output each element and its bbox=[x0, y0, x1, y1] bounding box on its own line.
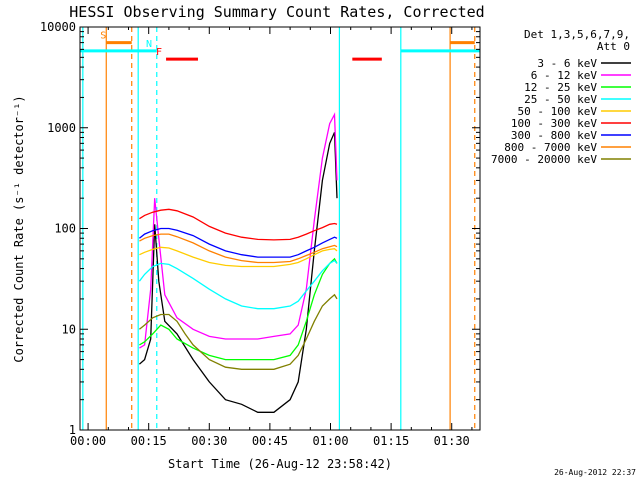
y-tick-label-0: 1 bbox=[69, 423, 76, 437]
x-tick-label-0: 00:00 bbox=[70, 434, 106, 448]
x-tick-label-2: 00:30 bbox=[191, 434, 227, 448]
legend-label-6: 300 - 800 keV bbox=[511, 129, 597, 142]
x-tick-label-4: 01:00 bbox=[312, 434, 348, 448]
x-axis-label: Start Time (26-Aug-12 23:58:42) bbox=[168, 457, 392, 471]
series-line-2 bbox=[139, 257, 338, 361]
series-line-8 bbox=[138, 293, 338, 370]
legend-label-3: 25 - 50 keV bbox=[524, 93, 597, 106]
legend-label-0: 3 - 6 keV bbox=[537, 57, 597, 70]
y-tick-label-1: 10 bbox=[62, 322, 76, 336]
x-tick-label-1: 00:15 bbox=[131, 434, 167, 448]
legend-label-5: 100 - 300 keV bbox=[511, 117, 597, 130]
series-line-7 bbox=[139, 233, 338, 264]
legend-header-line-1: Det 1,3,5,6,7,9, bbox=[524, 28, 630, 41]
y-tick-label-3: 1000 bbox=[47, 121, 76, 135]
y-tick-label-2: 100 bbox=[54, 222, 76, 236]
legend-label-2: 12 - 25 keV bbox=[524, 81, 597, 94]
flag-label-n: N bbox=[146, 39, 152, 50]
flag-label-f: F bbox=[156, 47, 162, 58]
legend-label-1: 6 - 12 keV bbox=[531, 69, 598, 82]
x-tick-label-5: 01:15 bbox=[373, 434, 409, 448]
flag-label-s: S bbox=[100, 31, 106, 42]
series-line-5 bbox=[139, 208, 338, 241]
chart-title: HESSI Observing Summary Count Rates, Cor… bbox=[69, 3, 484, 21]
legend-label-8: 7000 - 20000 keV bbox=[491, 153, 597, 166]
legend-label-4: 50 - 100 keV bbox=[518, 105, 598, 118]
series-line-4 bbox=[139, 246, 338, 268]
x-tick-label-6: 01:30 bbox=[434, 434, 470, 448]
axis-ticks: 00:00 00:15 00:30 00:45 01:00 01:15 01:30 1 10 10… bbox=[40, 20, 480, 448]
series-line-3 bbox=[138, 259, 338, 310]
series-line-0 bbox=[138, 132, 338, 413]
date-stamp: 26-Aug-2012 22:37 bbox=[554, 468, 636, 477]
y-tick-label-4: 10000 bbox=[40, 20, 76, 34]
y-axis-label: Corrected Count Rate (s⁻¹ detector⁻¹) bbox=[12, 95, 26, 362]
series-line-6 bbox=[138, 227, 338, 258]
x-tick-label-3: 00:45 bbox=[252, 434, 288, 448]
legend-header-line-2: Att 0 bbox=[597, 40, 630, 53]
plot-frame bbox=[79, 26, 481, 431]
legend-label-7: 800 - 7000 keV bbox=[504, 141, 597, 154]
